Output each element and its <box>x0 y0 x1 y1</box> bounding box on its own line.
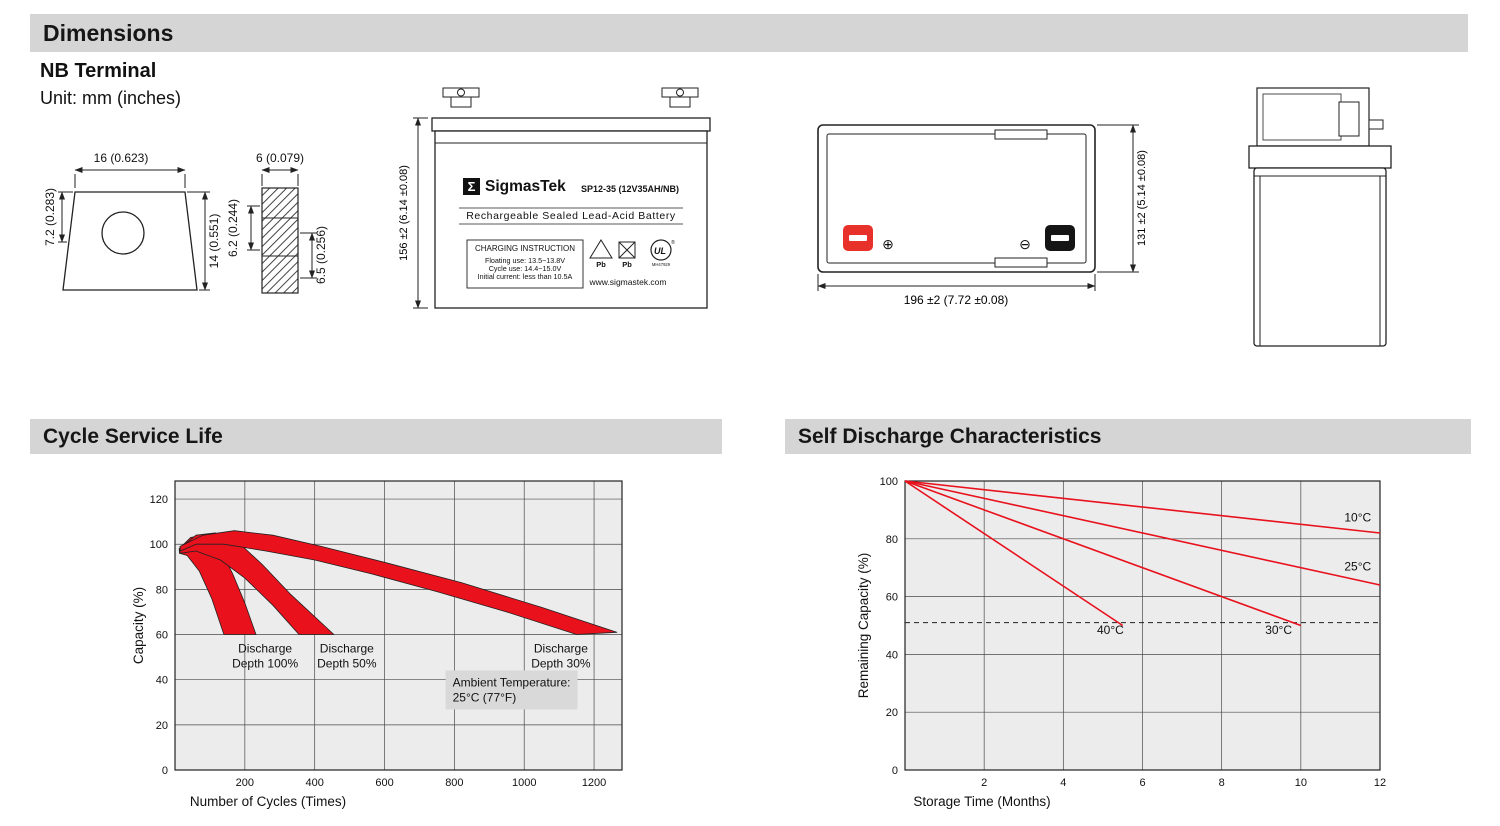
svg-text:200: 200 <box>236 777 254 789</box>
charging-line-1: Floating use: 13.5~13.8V <box>485 256 565 265</box>
svg-text:1200: 1200 <box>582 777 606 789</box>
svg-text:UL: UL <box>654 246 666 256</box>
svg-text:60: 60 <box>156 630 168 642</box>
cycle-service-life-header: Cycle Service Life <box>30 419 722 454</box>
svg-text:Capacity (%): Capacity (%) <box>131 587 146 664</box>
terminal-section-drawing: 6 (0.079) 6.2 (0.244) 6.5 (0.256) <box>226 151 328 294</box>
ul-mark-icon: UL ® MH47929 <box>650 239 675 267</box>
svg-text:Remaining Capacity (%): Remaining Capacity (%) <box>856 553 871 699</box>
dim-6-2-label: 6.2 (0.244) <box>226 199 240 257</box>
svg-text:Storage Time (Months): Storage Time (Months) <box>913 794 1050 809</box>
terminal-front-drawing: 16 (0.623) 7.2 (0.283) 14 (0.551) <box>43 151 221 291</box>
svg-text:120: 120 <box>150 494 168 506</box>
svg-text:20: 20 <box>886 707 898 719</box>
svg-text:6: 6 <box>1139 777 1145 789</box>
dim-16-label: 16 (0.623) <box>94 151 149 165</box>
pb-label-2: Pb <box>622 260 632 269</box>
website: www.sigmastek.com <box>589 277 667 287</box>
svg-text:600: 600 <box>375 777 393 789</box>
front-terminal-posts <box>442 87 699 108</box>
svg-text:®: ® <box>671 239 675 246</box>
svg-text:Depth 30%: Depth 30% <box>531 657 591 671</box>
battery-case <box>434 130 708 309</box>
top-handle-slot <box>994 129 1048 140</box>
battery-subtitle: Rechargeable Sealed Lead-Acid Battery <box>466 210 676 222</box>
charging-title: CHARGING INSTRUCTION <box>475 244 575 253</box>
svg-text:60: 60 <box>886 592 898 604</box>
svg-text:Discharge: Discharge <box>238 642 292 656</box>
terminal-section-shape <box>261 187 299 294</box>
svg-text:12: 12 <box>1374 777 1386 789</box>
svg-text:80: 80 <box>886 534 898 546</box>
svg-text:Ambient Temperature:: Ambient Temperature: <box>453 675 571 689</box>
svg-text:MH47929: MH47929 <box>652 262 671 267</box>
logo-sigma-glyph: Σ <box>468 179 476 194</box>
plus-symbol: ⊕ <box>882 236 894 252</box>
svg-text:2: 2 <box>981 777 987 789</box>
charging-line-3: Initial current: less than 10.5A <box>478 272 573 281</box>
side-terminal-tab <box>1368 119 1384 130</box>
self-discharge-chart: 10°C 25°C 30°C 40°C 2 4 6 8 10 12 0 20 40 60 80 100 Stor… <box>856 476 1386 809</box>
battery-top-view: ⊕ ⊖ 131 ±2 (5.14 ±0.08) 196 ±2 (7.72 ±0.… <box>817 124 1148 307</box>
pb-recycle-icon <box>589 239 613 259</box>
brand-name: SigmasTek <box>485 178 566 195</box>
minus-symbol: ⊖ <box>1019 236 1031 252</box>
svg-text:25°C: 25°C <box>1344 560 1371 574</box>
svg-text:40: 40 <box>886 649 898 661</box>
svg-text:10°C: 10°C <box>1344 510 1371 524</box>
model-number: SP12-35 (12V35AH/NB) <box>581 184 679 194</box>
no-trash-icon <box>618 241 636 259</box>
dim-131-label: 131 ±2 (5.14 ±0.08) <box>1136 150 1148 246</box>
svg-text:30°C: 30°C <box>1265 623 1292 637</box>
svg-text:8: 8 <box>1219 777 1225 789</box>
side-lid <box>1248 145 1392 169</box>
cycle-service-life-chart: 200 400 600 800 1000 1200 0 20 40 60 80 100 120 Disch… <box>131 480 623 809</box>
dim-196-label: 196 ±2 (7.72 ±0.08) <box>904 293 1009 307</box>
battery-front-view: 156 ±2 (6.14 ±0.08) Σ SigmasTek SP12-35 … <box>398 87 711 309</box>
dim-7-2-label: 7.2 (0.283) <box>43 188 57 246</box>
svg-text:40°C: 40°C <box>1097 623 1124 637</box>
bottom-handle-slot <box>994 257 1048 268</box>
svg-text:0: 0 <box>892 765 898 777</box>
side-case <box>1253 167 1387 347</box>
svg-text:10: 10 <box>1295 777 1307 789</box>
svg-text:25°C (77°F): 25°C (77°F) <box>453 690 517 704</box>
svg-text:4: 4 <box>1060 777 1066 789</box>
dimensions-title: Dimensions <box>43 19 174 46</box>
dim-6-5-label: 6.5 (0.256) <box>314 226 328 284</box>
charging-line-2: Cycle use: 14.4~15.0V <box>489 264 562 273</box>
svg-text:80: 80 <box>156 584 168 596</box>
svg-text:100: 100 <box>150 539 168 551</box>
nb-terminal-heading: NB Terminal <box>40 60 157 82</box>
svg-text:Discharge: Discharge <box>534 642 588 656</box>
svg-text:40: 40 <box>156 675 168 687</box>
battery-lid <box>431 117 711 132</box>
dimensions-section-header: Dimensions <box>30 14 1468 52</box>
svg-text:0: 0 <box>162 765 168 777</box>
svg-text:400: 400 <box>306 777 324 789</box>
pb-label-1: Pb <box>596 260 606 269</box>
battery-side-view <box>1248 87 1392 347</box>
svg-text:Discharge: Discharge <box>320 642 374 656</box>
dim-6-label: 6 (0.079) <box>256 151 304 165</box>
cycle-service-life-title: Cycle Service Life <box>43 424 223 448</box>
svg-text:Depth 50%: Depth 50% <box>317 657 377 671</box>
charging-instruction-box <box>466 239 584 289</box>
dim-156-label: 156 ±2 (6.14 ±0.08) <box>398 165 410 261</box>
side-terminal-post <box>1338 101 1360 137</box>
svg-text:Depth 100%: Depth 100% <box>232 657 298 671</box>
terminal-hole <box>101 211 145 255</box>
svg-text:100: 100 <box>880 476 898 488</box>
svg-text:20: 20 <box>156 720 168 732</box>
top-view-inner-case <box>826 133 1087 264</box>
svg-text:1000: 1000 <box>512 777 536 789</box>
dim-14-label: 14 (0.551) <box>207 214 221 269</box>
svg-text:800: 800 <box>445 777 463 789</box>
unit-label: Unit: mm (inches) <box>40 88 182 108</box>
svg-text:Number of Cycles (Times): Number of Cycles (Times) <box>190 794 346 809</box>
sigmastek-logo-icon <box>463 178 480 195</box>
self-discharge-title: Self Discharge Characteristics <box>798 424 1102 448</box>
self-discharge-header: Self Discharge Characteristics <box>785 419 1471 454</box>
